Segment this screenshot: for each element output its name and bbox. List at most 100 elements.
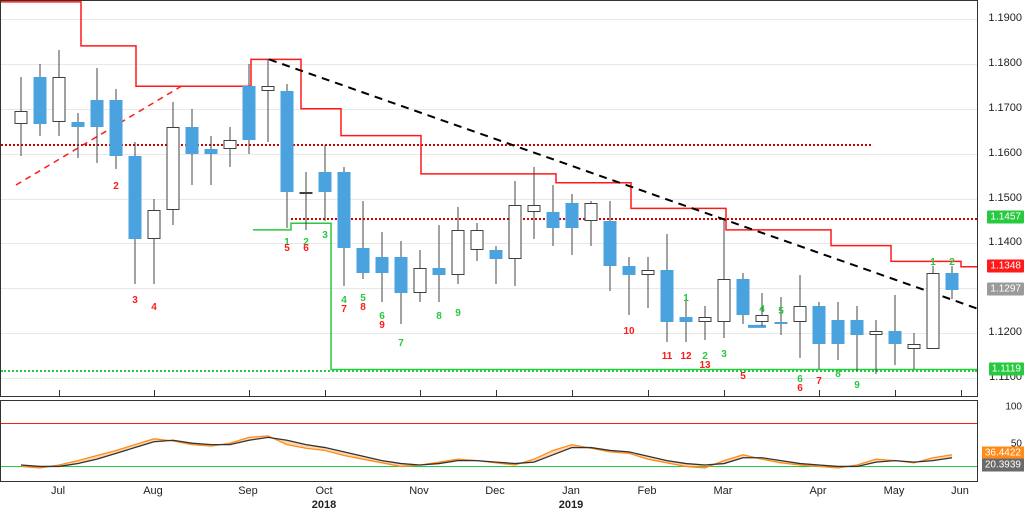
count-label: 7 [398, 338, 404, 349]
candle-wick [78, 113, 79, 158]
gridline [1, 19, 977, 20]
count-label: 13 [699, 360, 710, 371]
candle-wick [705, 306, 706, 340]
month-label: May [884, 485, 905, 497]
price-tag: 1.1348 [987, 259, 1024, 272]
candle-body [319, 172, 332, 192]
month-label: Mar [714, 485, 733, 497]
candle-body [376, 257, 389, 273]
count-label: 5 [284, 243, 290, 254]
oscillator-panel [0, 400, 978, 482]
count-label: 3 [132, 295, 138, 306]
candle-body [110, 100, 123, 156]
candle-body [205, 149, 218, 153]
count-label: 7 [341, 304, 347, 315]
count-label: 8 [436, 311, 442, 322]
count-label: 5 [778, 306, 784, 317]
candle-body [243, 86, 256, 140]
candle-body [623, 266, 636, 275]
candle-body [718, 279, 731, 322]
gridline [1, 154, 977, 155]
month-label: Jun [951, 485, 969, 497]
month-label: Apr [809, 485, 826, 497]
candle-body [851, 320, 864, 336]
horizontal-dotted-line [291, 218, 977, 220]
month-label: Oct [315, 485, 332, 497]
candle-body [414, 268, 427, 293]
count-label: 1 [683, 293, 689, 304]
candle-body [908, 344, 921, 348]
count-label: 1 [930, 257, 936, 268]
candle-body [186, 127, 199, 154]
candle-body [167, 127, 180, 210]
month-label: Dec [485, 485, 505, 497]
candle-body [566, 203, 579, 228]
count-label: 12 [680, 351, 691, 362]
candle-body [794, 306, 807, 322]
osc-axis-label: 100 [1005, 402, 1022, 413]
month-label: Nov [409, 485, 429, 497]
candle-body [661, 270, 674, 322]
candle-body [642, 270, 655, 274]
candle-body [433, 268, 446, 275]
candle-body [395, 257, 408, 293]
month-label: Feb [638, 485, 657, 497]
candle-body [72, 122, 85, 126]
candle-body [737, 279, 750, 315]
candle-body [281, 91, 294, 192]
month-label: Aug [143, 485, 163, 497]
candle-wick [306, 172, 307, 230]
count-label: 5 [740, 371, 746, 382]
candle-body [699, 317, 712, 321]
candle-body [813, 306, 826, 344]
time-axis: JulAugSepOctNovDecJanFebMarAprMayJun2018… [0, 483, 1024, 513]
candle-body [604, 221, 617, 266]
candle-body [129, 156, 142, 239]
candle-wick [534, 167, 535, 239]
candle-body [680, 317, 693, 321]
count-label: 6 [303, 243, 309, 254]
price-axis-label: 1.1900 [988, 12, 1022, 24]
candle-body [53, 77, 66, 122]
candle-body [15, 111, 28, 124]
candle-body [357, 248, 370, 273]
count-label: 8 [835, 369, 841, 380]
candle-wick [876, 320, 877, 374]
candle-body [509, 205, 522, 259]
candle-body [471, 230, 484, 250]
price-axis-label: 1.1400 [988, 236, 1022, 248]
candle-body [91, 100, 104, 127]
gridline [1, 378, 977, 379]
price-axis-label: 1.1200 [988, 326, 1022, 338]
month-label: Sep [238, 485, 258, 497]
candle-body [300, 192, 313, 194]
candle-body [889, 331, 902, 344]
price-tag: 1.1297 [987, 282, 1024, 295]
count-label: 6 [797, 383, 803, 394]
candle-wick [895, 295, 896, 365]
count-label: 3 [721, 349, 727, 360]
gridline [1, 288, 977, 289]
count-label: 9 [455, 308, 461, 319]
gridline [1, 199, 977, 200]
count-label: 4 [759, 304, 765, 315]
candle-wick [268, 59, 269, 142]
price-tag: 1.1119 [989, 362, 1024, 375]
candle-body [452, 230, 465, 275]
candle-wick [857, 306, 858, 371]
gridline [1, 109, 977, 110]
candle-body [148, 210, 161, 239]
candle-body [870, 331, 883, 335]
candle-body [338, 172, 351, 248]
count-label: 9 [379, 320, 385, 331]
candle-body [528, 205, 541, 212]
candle-body [775, 322, 788, 324]
candle-body [490, 250, 503, 259]
year-label: 2019 [559, 499, 583, 511]
price-chart: 23415263475869789101112121335456678912 [0, 0, 978, 397]
candle-body [832, 320, 845, 345]
gridline [1, 243, 977, 244]
count-label: 7 [816, 376, 822, 387]
count-label: 10 [623, 326, 634, 337]
month-label: Jul [51, 485, 65, 497]
